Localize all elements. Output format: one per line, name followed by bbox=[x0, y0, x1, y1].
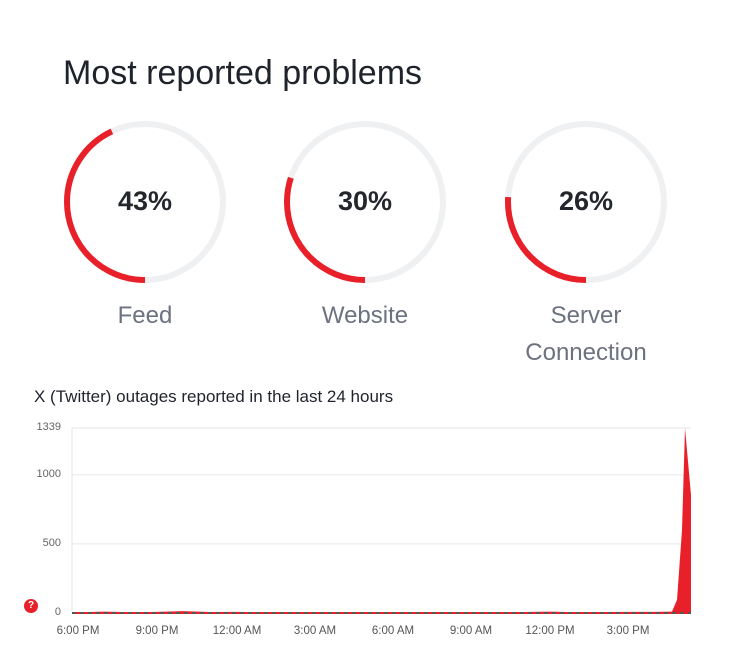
donut-ring bbox=[284, 121, 446, 283]
y-axis-tick-label: 500 bbox=[42, 536, 61, 549]
donut-ring bbox=[505, 121, 667, 283]
problem-label-line1: Server bbox=[550, 302, 622, 329]
y-axis-tick-label: 0 bbox=[54, 606, 61, 618]
donut-ring bbox=[64, 121, 226, 283]
percent-value: 30% bbox=[337, 186, 393, 216]
x-axis-tick-label: 6:00 PM bbox=[56, 625, 100, 637]
problem-label: Feed bbox=[30, 297, 260, 334]
ring-progress-arc bbox=[284, 121, 446, 283]
question-circle-icon[interactable]: ? bbox=[24, 599, 38, 613]
problem-label-line2: Connection bbox=[525, 339, 647, 366]
x-axis-tick-label: 12:00 PM bbox=[525, 625, 575, 637]
percent-value: 43% bbox=[117, 186, 173, 216]
problem-label: Server Connection bbox=[471, 297, 701, 371]
problem-gauge-website: 30% Website bbox=[280, 117, 450, 347]
ring-progress-arc bbox=[505, 121, 667, 283]
ring-progress-arc bbox=[64, 121, 226, 283]
outage-chart-title: X (Twitter) outages reported in the last… bbox=[34, 387, 394, 406]
chart-gridlines bbox=[71, 427, 691, 613]
page-title: Most reported problems bbox=[63, 54, 423, 92]
problem-gauge-feed: 43% Feed bbox=[60, 117, 230, 347]
x-axis-tick-label: 12:00 AM bbox=[212, 625, 262, 637]
problem-label: Website bbox=[250, 297, 480, 334]
y-axis-tick-label: 1000 bbox=[36, 467, 61, 480]
x-axis-tick-label: 3:00 AM bbox=[293, 625, 337, 637]
problem-gauge-server-connection: 26% Server Connection bbox=[501, 117, 671, 366]
x-axis-tick-label: 9:00 PM bbox=[135, 625, 179, 637]
outage-chart-plot[interactable] bbox=[0, 415, 730, 670]
problem-label-line1: Website bbox=[321, 302, 409, 329]
percent-value: 26% bbox=[558, 186, 614, 216]
y-axis-tick-label: 1339 bbox=[36, 421, 61, 433]
problem-label-line1: Feed bbox=[117, 302, 173, 329]
x-axis-tick-label: 9:00 AM bbox=[449, 625, 493, 637]
reports-area bbox=[72, 428, 691, 613]
x-axis-tick-label: 6:00 AM bbox=[371, 625, 415, 637]
x-axis-tick-label: 3:00 PM bbox=[606, 625, 650, 637]
outage-chart[interactable]: 0 500 1000 1339 6:00 PM 9:00 PM 12:00 AM 3:00 … bbox=[0, 415, 730, 670]
